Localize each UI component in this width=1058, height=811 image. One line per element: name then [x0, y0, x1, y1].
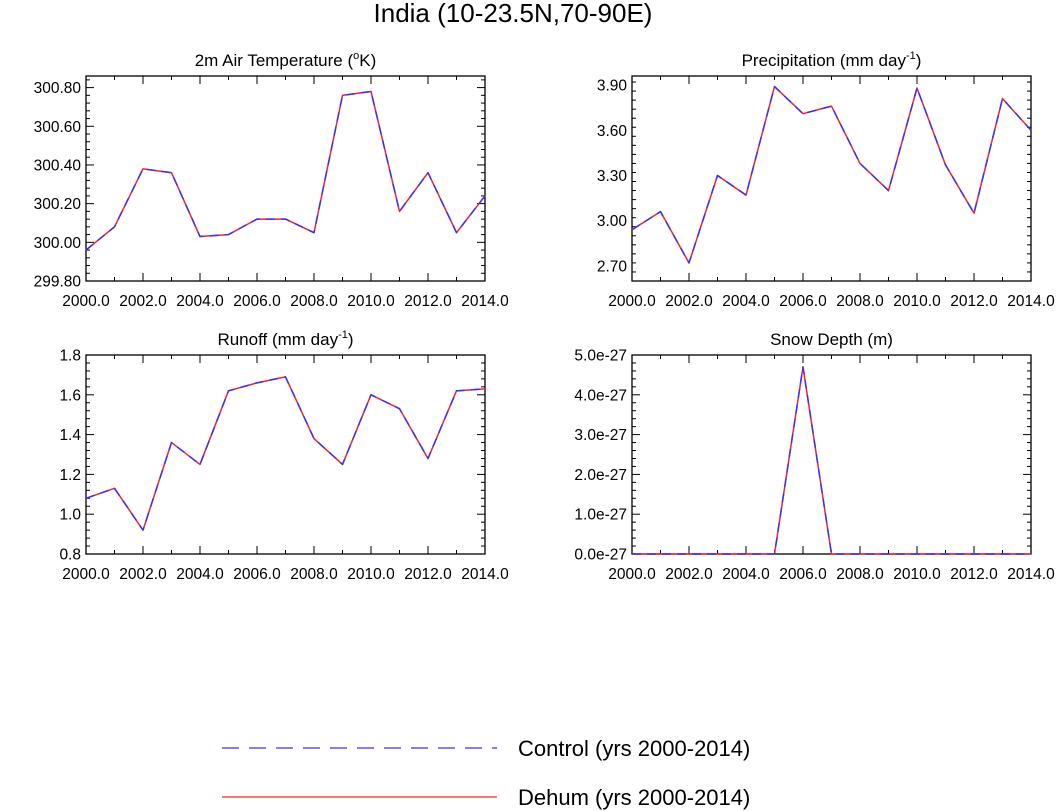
runoff-ytick-label: 0.8 [59, 547, 81, 564]
snow-depth-ytick-label: 0.0e-27 [574, 547, 627, 564]
runoff-xtick-label: 2000.0 [62, 566, 110, 583]
runoff-ytick-label: 1.4 [59, 427, 81, 444]
panel-runoff: Runoff (mm day-1) 2000.0 2002.0 2004.0 2006.… [59, 329, 509, 583]
legend-entry-dehum: Dehum (yrs 2000-2014) [222, 785, 750, 810]
snow-depth-xtick-label: 2006.0 [779, 566, 827, 583]
runoff-title: Runoff (mm day-1) [217, 329, 353, 349]
runoff-xtick-label: 2008.0 [290, 566, 338, 583]
air-temperature-xtick-label: 2010.0 [347, 293, 395, 310]
snow-depth-ytick-label: 2.0e-27 [574, 467, 627, 484]
precipitation-ytick-label: 3.90 [597, 78, 628, 95]
snow-depth-series-dehum [632, 366, 1031, 555]
runoff-xtick-label: 2010.0 [347, 566, 395, 583]
air-temperature-ytick-label: 300.60 [34, 119, 82, 136]
runoff-ytick-label: 1.0 [59, 507, 81, 524]
air-temperature-xtick-label: 2004.0 [176, 293, 224, 310]
runoff-ytick-label: 1.6 [59, 387, 81, 404]
snow-depth-plot-frame [631, 354, 1032, 555]
precipitation-ytick-label: 2.70 [597, 258, 628, 275]
runoff-series-control [85, 376, 486, 531]
precipitation-xtick-label: 2012.0 [950, 293, 998, 310]
snow-depth-ytick-label: 5.0e-27 [574, 348, 627, 365]
precipitation-xtick-label: 2010.0 [893, 293, 941, 310]
snow-depth-ytick-label: 3.0e-27 [574, 427, 627, 444]
air-temperature-ytick-label: 300.20 [34, 196, 82, 213]
runoff-ytick-label: 1.2 [59, 467, 81, 484]
air-temperature-series-control [85, 90, 486, 251]
precipitation-xtick-label: 2008.0 [836, 293, 884, 310]
air-temperature-xtick-label: 2008.0 [290, 293, 338, 310]
snow-depth-ytick-label: 4.0e-27 [574, 387, 627, 404]
air-temperature-xtick-label: 2002.0 [119, 293, 167, 310]
snow-depth-xtick-label: 2002.0 [665, 566, 713, 583]
precipitation-xtick-label: 2002.0 [665, 293, 713, 310]
runoff-xtick-label: 2012.0 [404, 566, 452, 583]
precipitation-xtick-label: 2006.0 [779, 293, 827, 310]
panel-precipitation: Precipitation (mm day-1) 2000.0 2002.0 2004… [597, 50, 1055, 310]
legend-label-control: Control (yrs 2000-2014) [518, 736, 750, 761]
legend: Control (yrs 2000-2014) Dehum (yrs 2000-… [222, 736, 750, 810]
snow-depth-title: Snow Depth (m) [770, 330, 893, 349]
precipitation-title: Precipitation (mm day-1) [742, 50, 922, 70]
air-temperature-ytick-label: 300.00 [34, 235, 82, 252]
air-temperature-xtick-label: 2012.0 [404, 293, 452, 310]
panel-snow-depth: Snow Depth (m) 2000.0 2002.0 2004.0 2006.0 20… [574, 330, 1055, 583]
air-temperature-series-dehum [85, 90, 486, 251]
snow-depth-ytick-label: 1.0e-27 [574, 507, 627, 524]
air-temperature-plot-frame [85, 75, 486, 282]
air-temperature-xtick-label: 2000.0 [62, 293, 110, 310]
air-temperature-xtick-label: 2006.0 [233, 293, 281, 310]
runoff-xtick-label: 2002.0 [119, 566, 167, 583]
legend-entry-control: Control (yrs 2000-2014) [222, 736, 750, 761]
snow-depth-xtick-label: 2004.0 [722, 566, 770, 583]
snow-depth-series-control [632, 366, 1031, 555]
precipitation-xtick-label: 2004.0 [722, 293, 770, 310]
precipitation-ytick-label: 3.60 [597, 123, 628, 140]
runoff-xtick-label: 2014.0 [461, 566, 509, 583]
runoff-series-dehum [85, 376, 486, 531]
precipitation-xtick-label: 2014.0 [1007, 293, 1055, 310]
precipitation-ytick-label: 3.30 [597, 168, 628, 185]
snow-depth-xtick-label: 2014.0 [1007, 566, 1055, 583]
snow-depth-xtick-label: 2008.0 [836, 566, 884, 583]
figure-title: India (10-23.5N,70-90E) [374, 0, 653, 28]
panel-air-temperature: 2m Air Temperature (oK) 2000.0 2002.0 2004.… [34, 50, 509, 310]
snow-depth-xtick-label: 2000.0 [608, 566, 656, 583]
snow-depth-xtick-label: 2012.0 [950, 566, 998, 583]
runoff-xtick-label: 2004.0 [176, 566, 224, 583]
precipitation-series-control [631, 85, 1032, 264]
air-temperature-ytick-label: 299.80 [34, 274, 82, 291]
air-temperature-title: 2m Air Temperature (oK) [195, 50, 377, 70]
air-temperature-ytick-label: 300.80 [34, 80, 82, 97]
air-temperature-ytick-label: 300.40 [34, 157, 82, 174]
precipitation-xtick-label: 2000.0 [608, 293, 656, 310]
runoff-xtick-label: 2006.0 [233, 566, 281, 583]
runoff-ytick-label: 1.8 [59, 348, 81, 365]
precipitation-series-dehum [631, 85, 1032, 264]
air-temperature-xtick-label: 2014.0 [461, 293, 509, 310]
precipitation-ytick-label: 3.00 [597, 213, 628, 230]
snow-depth-xtick-label: 2010.0 [893, 566, 941, 583]
legend-label-dehum: Dehum (yrs 2000-2014) [518, 785, 750, 810]
